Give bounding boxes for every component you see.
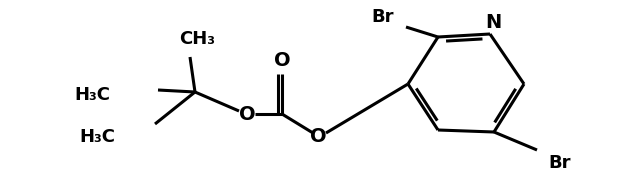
Text: O: O — [239, 104, 255, 123]
Text: O: O — [274, 51, 291, 70]
Text: CH₃: CH₃ — [179, 30, 215, 48]
Text: H₃C: H₃C — [74, 86, 110, 104]
Text: O: O — [310, 127, 326, 146]
Text: N: N — [485, 12, 501, 31]
Text: Br: Br — [372, 8, 394, 26]
Text: H₃C: H₃C — [79, 128, 115, 146]
Text: Br: Br — [548, 154, 572, 172]
